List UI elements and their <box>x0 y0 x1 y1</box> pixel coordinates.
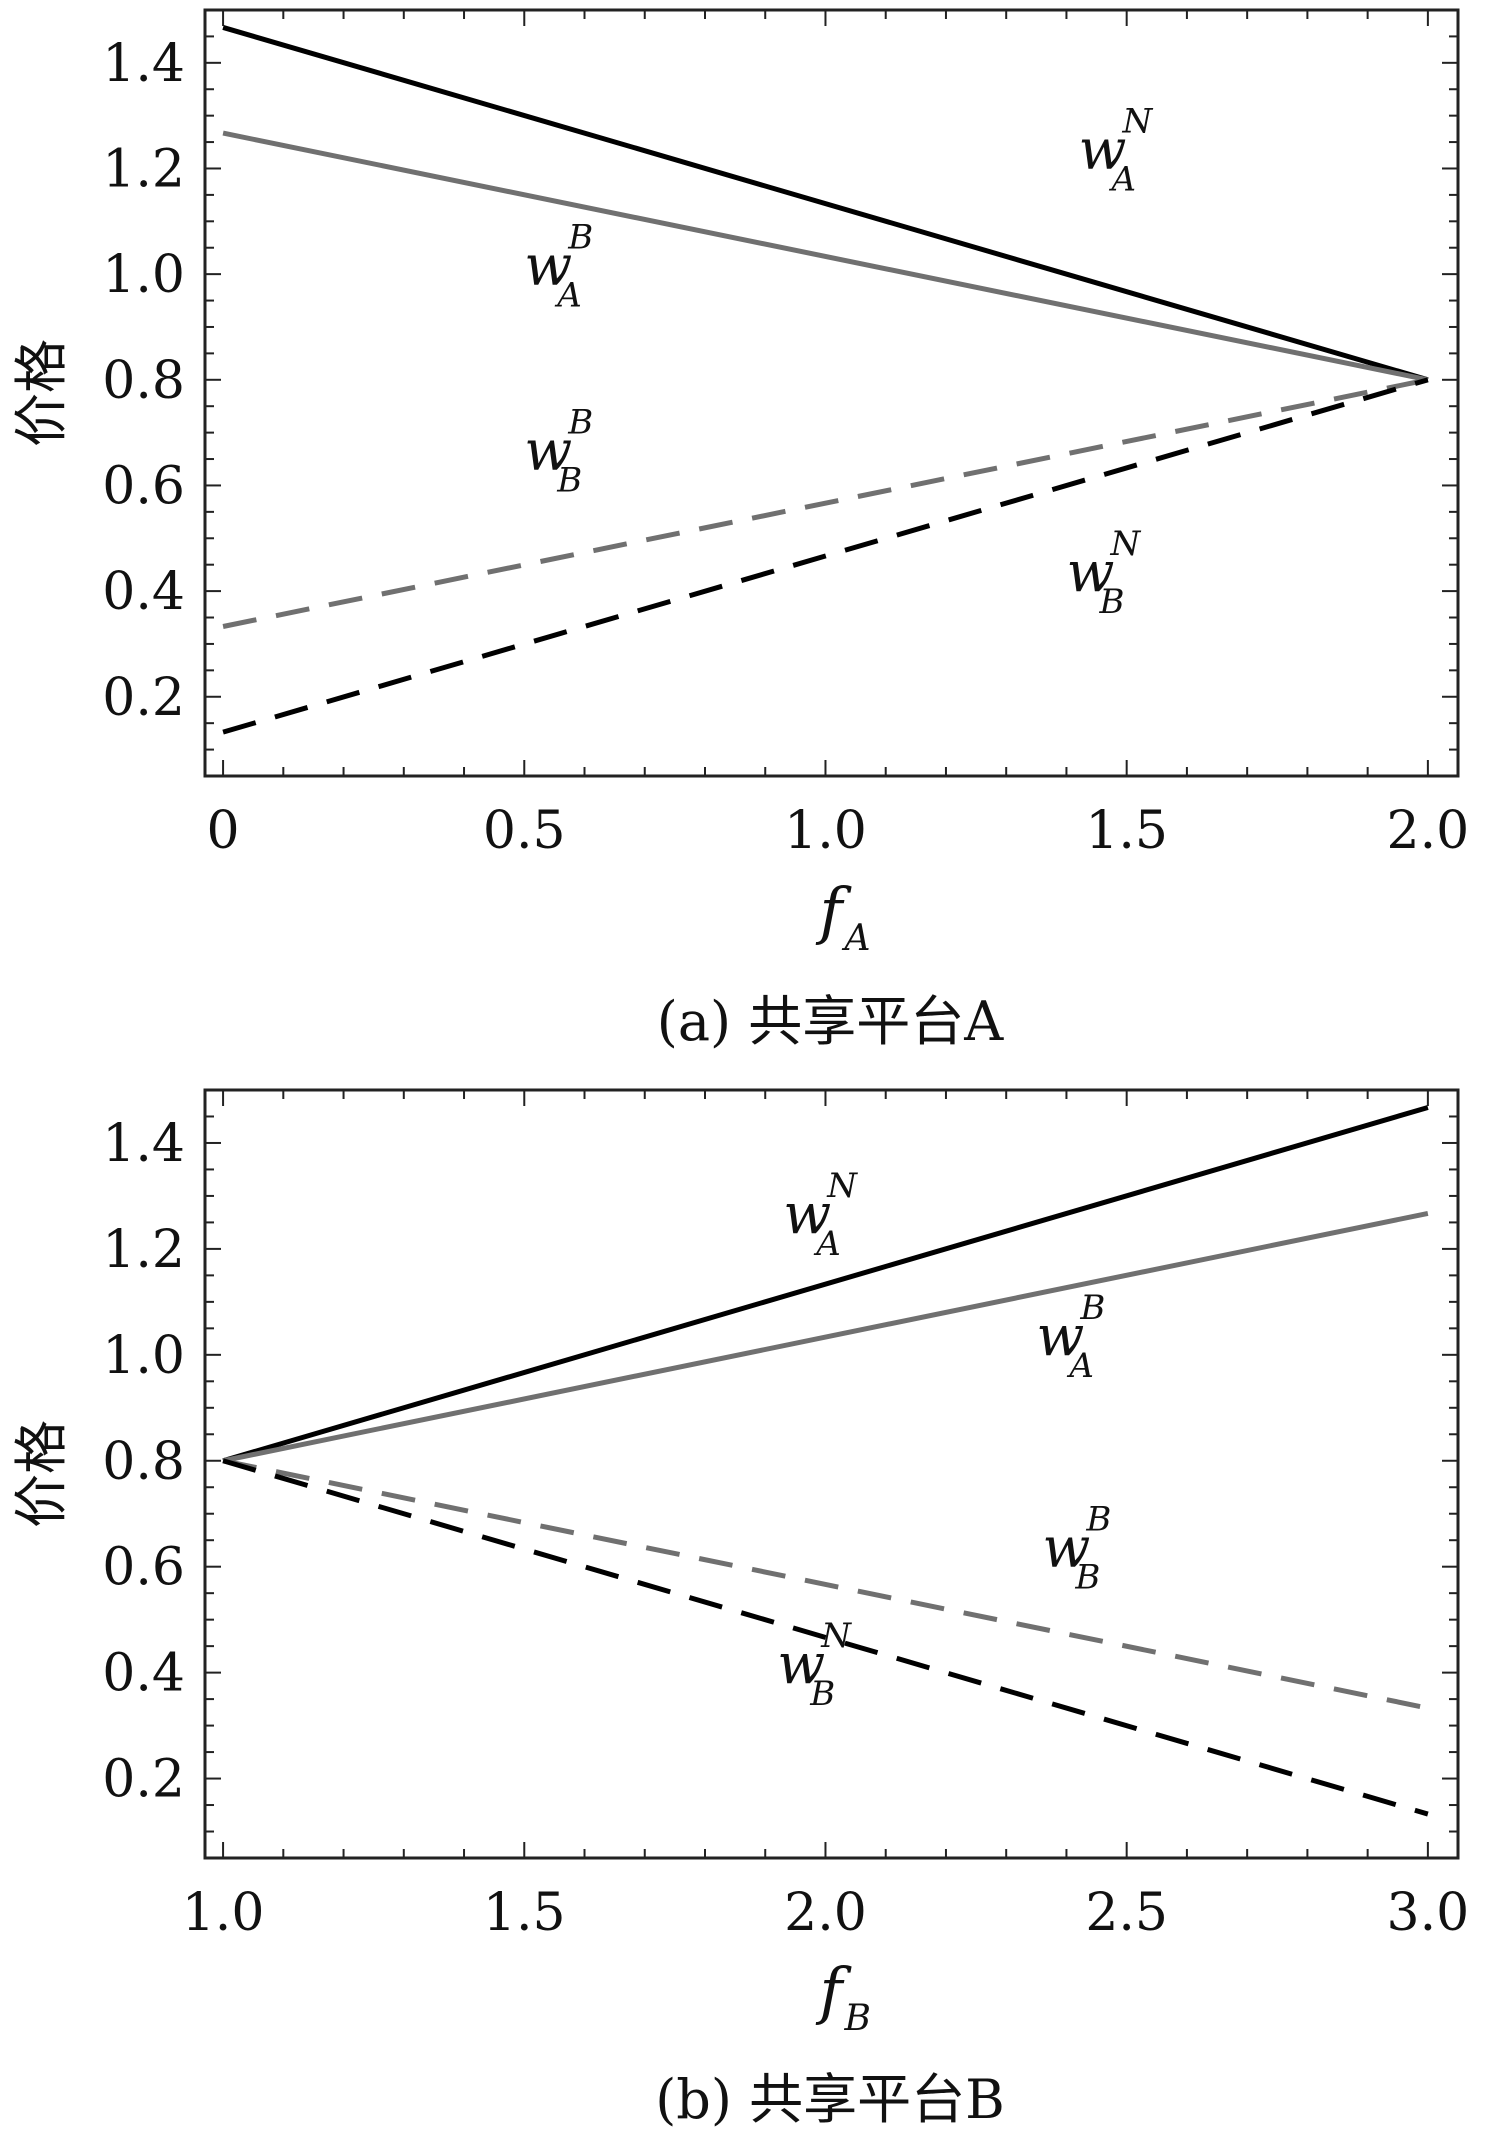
y-axis-label: 价格 <box>10 1420 73 1528</box>
series-label-sub: A <box>1066 1346 1094 1386</box>
x-axis-label-sub: B <box>844 1998 871 2039</box>
y-tick-label: 1.0 <box>102 1326 185 1386</box>
y-tick-label: 0.2 <box>102 668 185 728</box>
x-tick-label: 0 <box>207 801 240 861</box>
series-label-1: wBA <box>524 218 593 316</box>
series-label-sub: A <box>554 276 582 316</box>
x-tick-label: 1.5 <box>1085 801 1168 861</box>
chart-panel-0: 0 0.5 1.0 1.5 2.00.20.40.60.81.01.21.4wNAwBA… <box>10 8 1470 1053</box>
series-line-1 <box>222 1210 1429 1464</box>
series-label-sub: B <box>556 461 582 501</box>
series-line-3 <box>222 377 1429 735</box>
x-tick-label: 1.0 <box>784 801 867 861</box>
y-axis-label: 价格 <box>10 339 73 447</box>
x-tick-label: 0.5 <box>483 801 566 861</box>
series-label-3: wNB <box>1066 524 1141 622</box>
series-label-0: wNA <box>783 1166 858 1264</box>
y-tick-label: 0.6 <box>102 1538 185 1598</box>
y-tick-label: 1.4 <box>102 1114 185 1174</box>
series-label-sub: A <box>813 1224 841 1264</box>
series-label-main: w <box>524 234 572 299</box>
series-label-main: w <box>524 419 572 484</box>
series-line-1 <box>222 130 1429 383</box>
y-tick-label: 0.4 <box>102 1644 185 1704</box>
series-label-sup: B <box>567 218 593 258</box>
series-line-2 <box>222 377 1429 629</box>
series-line-2 <box>222 1458 1429 1711</box>
series-label-main: w <box>1042 1516 1090 1581</box>
x-tick-label: 2.0 <box>784 1883 867 1943</box>
x-tick-label: 1.0 <box>182 1883 265 1943</box>
series-label-sup: N <box>820 1616 852 1656</box>
panel-caption: (a) 共享平台A <box>657 990 1004 1053</box>
series-label-main: w <box>1036 1304 1084 1369</box>
x-axis-label-sub: A <box>842 918 871 959</box>
y-tick-label: 0.8 <box>102 1432 185 1492</box>
plot-frame <box>203 8 1460 778</box>
series-label-2: wBB <box>524 403 593 501</box>
series-label-main: w <box>783 1182 831 1247</box>
series-label-sub: B <box>809 1674 835 1714</box>
series-line-3 <box>222 1458 1429 1817</box>
x-tick-label: 2.5 <box>1085 1883 1168 1943</box>
x-tick-label: 1.5 <box>483 1883 566 1943</box>
y-tick-label: 1.0 <box>102 245 185 305</box>
x-tick-label: 3.0 <box>1387 1883 1470 1943</box>
y-tick-label: 0.2 <box>102 1750 185 1810</box>
y-tick-label: 1.4 <box>102 34 185 94</box>
series-label-sub: B <box>1098 582 1124 622</box>
y-tick-label: 0.6 <box>102 456 185 516</box>
series-label-main: w <box>1078 117 1126 182</box>
panel-caption: (b) 共享平台B <box>655 2068 1005 2131</box>
series-label-sup: N <box>826 1166 858 1206</box>
y-tick-label: 0.8 <box>102 351 185 411</box>
chart-panel-1: 1.0 1.5 2.0 2.5 3.00.20.40.60.81.01.21.4wNAw… <box>10 1088 1470 2131</box>
x-tick-label: 2.0 <box>1387 801 1470 861</box>
series-label-2: wBB <box>1042 1500 1111 1598</box>
plot-frame <box>203 1088 1460 1860</box>
series-label-sup: N <box>1109 524 1141 564</box>
y-tick-label: 0.4 <box>102 562 185 622</box>
series-line-0 <box>222 25 1429 383</box>
series-label-sup: B <box>1079 1288 1105 1328</box>
y-tick-label: 1.2 <box>102 139 185 199</box>
series-label-sup: B <box>1085 1500 1111 1540</box>
series-label-0: wNA <box>1078 101 1153 199</box>
series-label-sub: B <box>1074 1558 1100 1598</box>
series-label-main: w <box>1066 540 1114 605</box>
series-label-sup: B <box>567 403 593 443</box>
series-label-3: wNB <box>777 1616 852 1714</box>
y-tick-label: 1.2 <box>102 1220 185 1280</box>
series-label-sup: N <box>1121 101 1153 141</box>
series-label-main: w <box>777 1632 825 1697</box>
series-label-sub: A <box>1108 159 1136 199</box>
series-label-1: wBA <box>1036 1288 1105 1386</box>
series-line-0 <box>222 1105 1429 1464</box>
